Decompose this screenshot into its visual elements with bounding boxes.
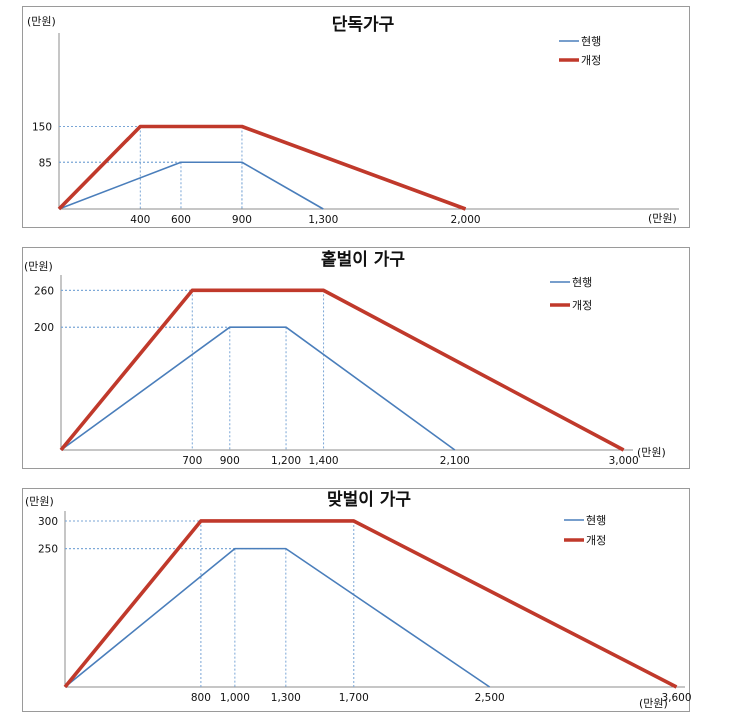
- x-tick-label: 1,300: [271, 692, 301, 704]
- y-tick-label: 260: [34, 285, 54, 297]
- x-tick-label: 700: [182, 455, 202, 467]
- x-tick-label: 900: [220, 455, 240, 467]
- legend-label-revised: 개정: [572, 299, 592, 312]
- y-tick-label: 85: [39, 157, 52, 169]
- x-tick-label: 800: [191, 692, 211, 704]
- series-line-current: [64, 547, 491, 688]
- guides: [59, 126, 243, 209]
- x-tick-label: 2,500: [475, 692, 505, 704]
- series-line-revised: [57, 124, 467, 211]
- x-tick-label: 1,400: [309, 455, 339, 467]
- legend-label-revised: 개정: [586, 534, 606, 547]
- tick-layer: 400 600 900 1,300 2,000 85 150: [32, 122, 481, 227]
- x-tick-label: 1,300: [308, 214, 338, 226]
- chart-panel-single-earner: 홑벌이 가구 (만원) (만원) 700 900 1,200 1,400 2,100 3,…: [22, 247, 690, 469]
- x-axis-label: (만원): [648, 212, 677, 225]
- y-tick-label: 200: [34, 322, 54, 334]
- series-layer: [57, 124, 467, 211]
- chart-title: 단독가구: [332, 15, 395, 35]
- chart-title: 홑벌이 가구: [321, 249, 405, 270]
- chart-panel-single: 단독가구 (만원) (만원) 400 600 900 1,300 2,000 85 150 …: [22, 6, 690, 228]
- series-layer: [59, 288, 625, 452]
- x-tick-label: 3,000: [609, 455, 639, 467]
- y-axis-label: (만원): [25, 495, 54, 508]
- x-tick-label: 900: [232, 214, 252, 226]
- legend-label-current: 현행: [581, 35, 601, 48]
- chart-panel-dual-earner: 맞벌이 가구 (만원) (만원) 800 1,000 1,300 1,700 2,500…: [22, 488, 692, 712]
- legend: 현행 개정: [564, 514, 606, 547]
- y-axis-label: (만원): [27, 15, 56, 28]
- series-line-current: [60, 326, 456, 451]
- x-tick-label: 2,100: [440, 455, 470, 467]
- y-axis-label: (만원): [24, 260, 53, 273]
- tick-layer: 800 1,000 1,300 1,700 2,500 3,600 250 300: [38, 516, 692, 704]
- series-layer: [63, 519, 678, 689]
- legend-label-current: 현행: [572, 276, 592, 289]
- x-tick-label: 1,700: [339, 692, 369, 704]
- chart-svg-single-earner: 홑벌이 가구 (만원) (만원) 700 900 1,200 1,400 2,100 3,…: [24, 249, 666, 467]
- series-line-revised: [63, 519, 678, 689]
- legend-label-revised: 개정: [581, 54, 601, 67]
- x-tick-label: 2,000: [451, 214, 481, 226]
- x-tick-label: 3,600: [661, 692, 691, 704]
- x-tick-label: 600: [171, 214, 191, 226]
- legend: 현행 개정: [550, 276, 592, 312]
- x-axis-label: (만원): [639, 697, 668, 710]
- x-axis-label: (만원): [637, 446, 666, 459]
- chart-title: 맞벌이 가구: [327, 490, 411, 510]
- legend: 현행 개정: [559, 35, 601, 67]
- chart-svg-dual-earner: 맞벌이 가구 (만원) (만원) 800 1,000 1,300 1,700 2,500…: [25, 490, 692, 710]
- series-line-revised: [59, 288, 625, 452]
- y-tick-label: 250: [38, 544, 58, 556]
- y-tick-label: 300: [38, 516, 58, 528]
- tick-layer: 700 900 1,200 1,400 2,100 3,000 200 260: [34, 285, 639, 467]
- series-line-current: [58, 161, 324, 210]
- x-tick-label: 1,200: [271, 455, 301, 467]
- guides: [61, 289, 325, 450]
- x-tick-label: 1,000: [220, 692, 250, 704]
- x-tick-label: 400: [130, 214, 150, 226]
- chart-svg-single: 단독가구 (만원) (만원) 400 600 900 1,300 2,00085150 …: [27, 15, 679, 227]
- y-tick-label: 150: [32, 122, 52, 134]
- guides: [65, 520, 355, 687]
- legend-label-current: 현행: [586, 514, 606, 527]
